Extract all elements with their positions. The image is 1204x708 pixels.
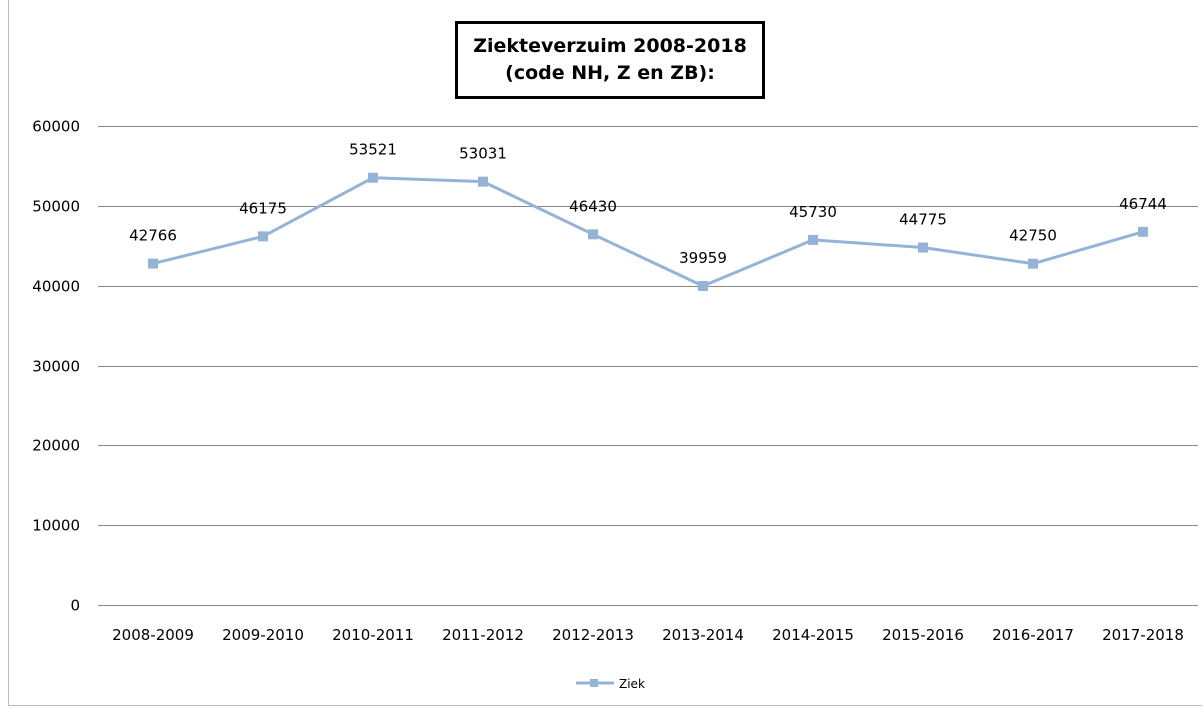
- data-label: 46175: [239, 199, 287, 217]
- x-category-label: 2012-2013: [552, 626, 634, 644]
- chart-subtitle: (code NH, Z en ZB):: [505, 62, 715, 84]
- y-tick-label: 30000: [32, 358, 80, 376]
- data-label: 46430: [569, 197, 617, 215]
- x-axis-categories: 2008-2009 2009-2010 2010-2011 2011-2012 2012…: [112, 626, 1184, 644]
- data-label: 39959: [679, 249, 727, 267]
- data-label: 42766: [129, 227, 177, 245]
- x-category-label: 2017-2018: [1102, 626, 1184, 644]
- data-label: 53521: [349, 141, 397, 159]
- data-point-marker: [258, 231, 268, 242]
- legend-label: Ziek: [619, 677, 645, 691]
- data-labels: 42766 46175 53521 53031 46430 39959 45730 44775…: [129, 141, 1167, 267]
- y-tick-label: 40000: [32, 278, 80, 296]
- data-label: 42750: [1009, 227, 1057, 245]
- series-markers: [148, 172, 1148, 291]
- legend: Ziek: [576, 677, 645, 691]
- y-tick-label: 20000: [32, 437, 80, 455]
- data-point-marker: [918, 242, 928, 253]
- x-category-label: 2010-2011: [332, 626, 414, 644]
- chart-title: Ziekteverzuim 2008-2018: [473, 35, 747, 57]
- legend-marker: [590, 679, 598, 687]
- x-category-label: 2015-2016: [882, 626, 964, 644]
- data-label: 44775: [899, 211, 947, 229]
- x-category-label: 2011-2012: [442, 626, 524, 644]
- y-tick-label: 60000: [32, 118, 80, 136]
- x-category-label: 2008-2009: [112, 626, 194, 644]
- data-point-marker: [368, 172, 378, 183]
- x-category-label: 2014-2015: [772, 626, 854, 644]
- data-label: 53031: [459, 145, 507, 163]
- data-label: 46744: [1119, 195, 1167, 213]
- chart-title-box: Ziekteverzuim 2008-2018 (code NH, Z en Z…: [455, 21, 765, 99]
- series-line: [152, 176, 1144, 288]
- data-point-marker: [478, 176, 488, 187]
- chart-frame: [8, 0, 1202, 706]
- data-point-marker: [1028, 258, 1038, 269]
- series-lines: [152, 176, 1144, 288]
- data-point-marker: [808, 234, 818, 245]
- y-tick-label: 0: [70, 597, 80, 615]
- y-tick-label: 50000: [32, 198, 80, 216]
- data-point-marker: [588, 229, 598, 240]
- x-category-label: 2009-2010: [222, 626, 304, 644]
- data-point-marker: [698, 280, 708, 291]
- x-category-label: 2016-2017: [992, 626, 1074, 644]
- data-point-marker: [148, 258, 158, 269]
- y-tick-label: 10000: [32, 517, 80, 535]
- x-category-label: 2013-2014: [662, 626, 744, 644]
- data-point-marker: [1138, 226, 1148, 237]
- y-axis-ticks: 0 10000 20000 30000 40000 50000 60000: [32, 118, 80, 615]
- data-label: 45730: [789, 203, 837, 221]
- gridlines: [98, 126, 1198, 606]
